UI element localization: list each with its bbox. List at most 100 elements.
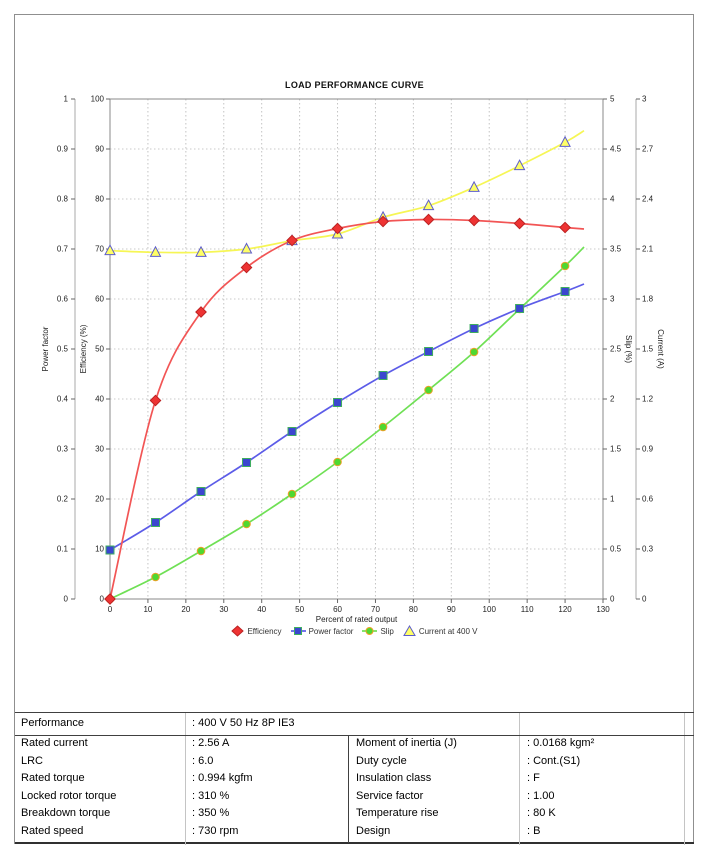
- table-divider-light-1: [185, 713, 186, 845]
- table-divider-light-2: [519, 713, 520, 845]
- spec-label: Rated torque: [21, 772, 85, 784]
- spec-label: Service factor: [356, 789, 424, 802]
- slip-tick-label: 2: [610, 395, 615, 404]
- spec-value: : 350 %: [192, 807, 230, 819]
- current-at-400-v-marker: [104, 244, 116, 256]
- spec-value: : B: [527, 824, 541, 837]
- efficiency-marker: [422, 213, 435, 226]
- x-axis-label: Percent of rated output: [315, 615, 398, 624]
- power_factor-tick-label: 0: [64, 595, 69, 604]
- current-at-400-v-marker: [513, 159, 526, 171]
- legend-label-power-factor: Power factor: [308, 626, 354, 636]
- power-factor-marker: [469, 324, 479, 333]
- power-factor-square-icon: [290, 627, 306, 635]
- performance-spec-table: Performance : 400 V 50 Hz 8P IE3 Rated c…: [15, 712, 694, 845]
- slip-marker: [151, 572, 160, 582]
- spec-row-rated-current: Rated current: 2.56 A Moment of inertia (…: [15, 736, 694, 754]
- x-tick-label: 130: [596, 605, 610, 614]
- slip-marker: [333, 457, 342, 467]
- efficiency-marker: [468, 214, 480, 227]
- slip-tick-label: 0: [610, 595, 615, 604]
- spec-row-locked-rotor-torque: Locked rotor torque : 310 % Service factor…: [15, 789, 694, 807]
- efficiency-marker: [286, 234, 298, 247]
- spec-value: : 1.00: [527, 789, 555, 802]
- efficiency-marker: [331, 222, 344, 235]
- power_factor-tick-label: 0.9: [57, 145, 69, 154]
- slip-tick-label: 1.5: [610, 445, 622, 454]
- legend-label-efficiency: Efficiency: [247, 626, 282, 636]
- spec-row-lrc: LRC: 6.0 Duty cycle: Cont.(S1): [15, 754, 694, 772]
- power-factor-marker: [196, 487, 206, 496]
- power_factor-tick-label: 0.1: [57, 545, 69, 554]
- efficiency-marker: [104, 593, 116, 605]
- legend-item-power-factor: Power factor: [290, 625, 354, 637]
- spec-row-rated-speed: Rated speed: 730 rpm Design: B: [15, 824, 694, 842]
- slip-tick-label: 0.5: [610, 545, 622, 554]
- current-tick-label: 1.5: [642, 345, 654, 354]
- efficiency-marker: [377, 215, 389, 228]
- power-factor-marker: [105, 545, 115, 555]
- current-tick-label: 2.1: [642, 245, 654, 254]
- table-body: Rated current: 2.56 A Moment of inertia (…: [15, 736, 694, 842]
- slip-tick-label: 2.5: [610, 345, 622, 354]
- spec-label: Rated speed: [21, 824, 84, 837]
- x-tick-label: 110: [521, 605, 534, 614]
- x-tick-label: 60: [333, 605, 342, 614]
- power-factor-marker: [515, 304, 525, 313]
- current-triangle-icon: [402, 625, 416, 636]
- spec-value: : 730 rpm: [192, 824, 239, 837]
- slip-marker: [469, 347, 479, 357]
- chart-legend: Efficiency Power factor Slip Current at …: [0, 625, 709, 637]
- efficiency-tick-label: 40: [95, 395, 104, 404]
- x-tick-label: 70: [371, 605, 380, 614]
- x-tick-label: 100: [483, 605, 497, 614]
- current-tick-label: 0.6: [642, 495, 654, 504]
- current-at-400-v-marker: [149, 245, 162, 257]
- x-tick-label: 90: [447, 605, 456, 614]
- current-tick-label: 0.3: [642, 545, 654, 554]
- power-factor-marker: [424, 347, 434, 356]
- spec-value: : 0.0168 kgm²: [527, 737, 595, 749]
- x-tick-label: 80: [409, 605, 418, 614]
- legend-label-slip: Slip: [380, 626, 394, 636]
- current-tick-label: 0: [642, 595, 647, 604]
- spec-label: Rated current: [21, 737, 88, 749]
- efficiency-tick-label: 80: [95, 195, 104, 204]
- efficiency-tick-label: 0: [100, 595, 105, 604]
- efficiency-marker: [195, 306, 207, 318]
- x-tick-label: 40: [257, 605, 266, 614]
- current-tick-label: 2.7: [642, 145, 654, 154]
- efficiency-axis-title: Efficiency (%): [79, 324, 88, 373]
- power_factor-tick-label: 0.4: [57, 395, 69, 404]
- current-tick-label: 3: [642, 95, 647, 104]
- power_factor-axis-title: Power factor: [41, 326, 50, 371]
- efficiency-tick-label: 60: [95, 295, 104, 304]
- current-at-400-v-curve: [109, 129, 585, 254]
- slip-tick-label: 4: [610, 195, 615, 204]
- spec-label: Locked rotor torque: [21, 789, 117, 802]
- spec-value: : 6.0: [192, 754, 214, 767]
- power-factor-marker: [560, 287, 570, 296]
- plot-frame: [109, 98, 604, 600]
- power_factor-tick-label: 1: [64, 95, 69, 104]
- load-performance-chart: 0 10 20 30 40 50 60 70 80 90 100 110 120 13000.10.20.…: [41, 95, 665, 615]
- power_factor-tick-label: 0.5: [57, 345, 69, 354]
- efficiency-tick-label: 70: [95, 245, 104, 254]
- x-tick-label: 120: [558, 605, 572, 614]
- spec-label: Breakdown torque: [21, 807, 111, 819]
- power-factor-marker: [287, 427, 297, 436]
- efficiency-tick-label: 50: [95, 345, 104, 354]
- slip-marker: [424, 385, 433, 395]
- current-tick-label: 0.9: [642, 445, 654, 454]
- x-tick-label: 20: [181, 605, 190, 614]
- spec-label: Moment of inertia (J): [356, 737, 457, 749]
- power_factor-tick-label: 0.3: [57, 445, 69, 454]
- spec-value: : 310 %: [192, 789, 230, 802]
- performance-header-label: Performance: [21, 717, 84, 729]
- spec-label: Duty cycle: [356, 754, 407, 767]
- table-divider-dark: [348, 736, 349, 843]
- slip-tick-label: 3.5: [610, 245, 622, 254]
- power-factor-curve: [109, 283, 585, 551]
- legend-item-current: Current at 400 V: [402, 625, 478, 637]
